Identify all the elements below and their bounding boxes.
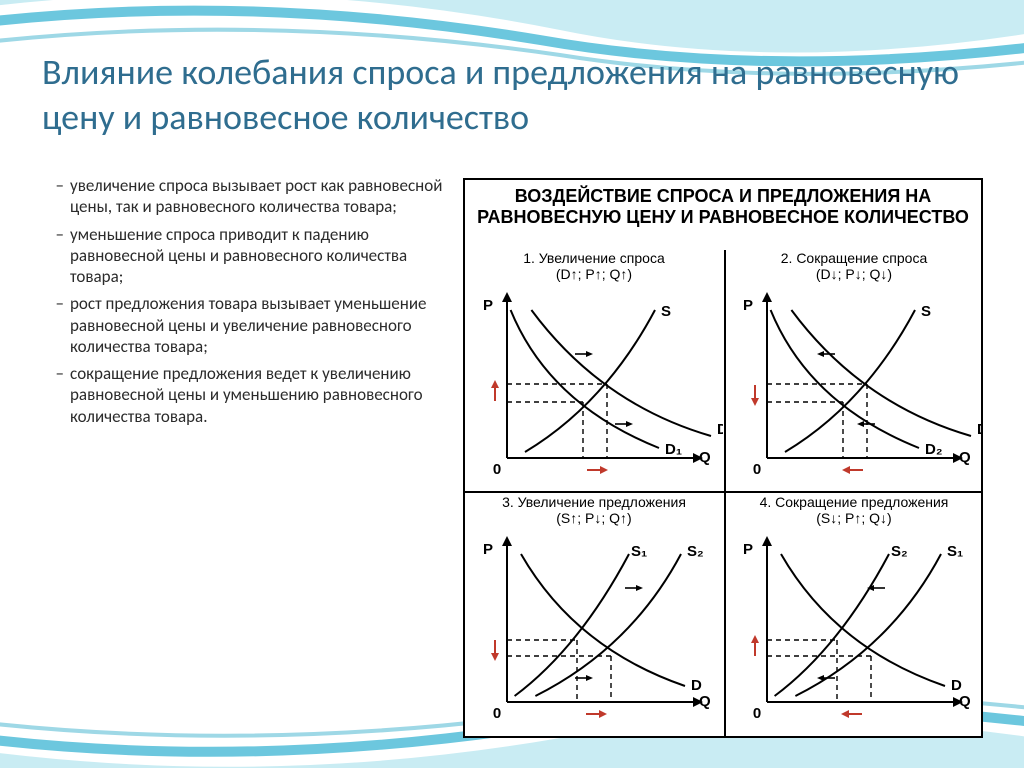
svg-text:P: P — [743, 297, 753, 314]
svg-text:D: D — [691, 677, 702, 694]
svg-text:S₁: S₁ — [631, 543, 647, 560]
svg-text:S: S — [661, 303, 671, 320]
list-item: –сокращение предложения ведет к увеличен… — [48, 363, 443, 427]
svg-text:P: P — [743, 541, 753, 558]
svg-text:0: 0 — [753, 461, 761, 478]
chart-subcaption: (S↑; P↓; Q↑) — [465, 510, 723, 526]
bullet-text: сокращение предложения ведет к увеличени… — [70, 363, 443, 427]
svg-text:Q: Q — [959, 449, 971, 466]
svg-text:Q: Q — [699, 693, 711, 710]
chart-4-svg: P Q 0 D S₂ S₁ — [725, 528, 983, 734]
bullet-text: увеличение спроса вызывает рост как равн… — [70, 175, 443, 218]
chart-caption: 2. Сокращение спроса — [725, 250, 983, 266]
chart-subcaption: (D↑; P↑; Q↑) — [465, 266, 723, 282]
chart-1-svg: P Q 0 S D₂ D₁ — [465, 284, 723, 490]
chart-3-svg: P Q 0 D S₁ S₂ — [465, 528, 723, 734]
list-item: –увеличение спроса вызывает рост как рав… — [48, 175, 443, 218]
svg-text:P: P — [483, 297, 493, 314]
svg-text:D₂: D₂ — [717, 421, 723, 438]
chart-subcaption: (D↓; P↓; Q↓) — [725, 266, 983, 282]
panel-title: ВОЗДЕЙСТВИЕ СПРОСА И ПРЕДЛОЖЕНИЯ НА РАВН… — [465, 186, 981, 227]
svg-text:S: S — [921, 303, 931, 320]
chart-caption: 4. Сокращение предложения — [725, 494, 983, 510]
slide-title: Влияние колебания спроса и предложения н… — [42, 50, 982, 140]
svg-text:0: 0 — [493, 705, 501, 722]
chart-subcaption: (S↓; P↑; Q↓) — [725, 510, 983, 526]
chart-caption: 3. Увеличение предложения — [465, 494, 723, 510]
chart-cell-4: 4. Сокращение предложения (S↓; P↑; Q↓) P… — [725, 494, 983, 734]
slide: Влияние колебания спроса и предложения н… — [0, 0, 1024, 768]
svg-text:P: P — [483, 541, 493, 558]
chart-cell-2: 2. Сокращение спроса (D↓; P↓; Q↓) P Q 0 S D₁… — [725, 250, 983, 490]
chart-2-svg: P Q 0 S D₁ D₂ — [725, 284, 983, 490]
panel-horizontal-divider — [465, 491, 983, 493]
chart-cell-1: 1. Увеличение спроса (D↑; P↑; Q↑) P Q 0 S D₂… — [465, 250, 723, 490]
bullet-text: уменьшение спроса приводит к падению рав… — [70, 224, 443, 288]
bullet-text: рост предложения товара вызывает уменьше… — [70, 293, 443, 357]
svg-text:D: D — [951, 677, 962, 694]
list-item: –рост предложения товара вызывает уменьш… — [48, 293, 443, 357]
chart-cell-3: 3. Увеличение предложения (S↑; P↓; Q↑) P… — [465, 494, 723, 734]
svg-text:D₁: D₁ — [665, 441, 682, 458]
svg-text:Q: Q — [699, 449, 711, 466]
svg-text:0: 0 — [753, 705, 761, 722]
chart-caption: 1. Увеличение спроса — [465, 250, 723, 266]
svg-text:D₂: D₂ — [925, 441, 943, 458]
svg-text:S₂: S₂ — [687, 543, 704, 560]
list-item: –уменьшение спроса приводит к падению ра… — [48, 224, 443, 288]
svg-text:D₁: D₁ — [977, 421, 983, 438]
charts-panel: ВОЗДЕЙСТВИЕ СПРОСА И ПРЕДЛОЖЕНИЯ НА РАВН… — [463, 178, 983, 738]
svg-text:S₁: S₁ — [947, 543, 963, 560]
svg-text:S₂: S₂ — [891, 543, 908, 560]
bullet-list: –увеличение спроса вызывает рост как рав… — [48, 175, 443, 433]
svg-text:0: 0 — [493, 461, 501, 478]
svg-text:Q: Q — [959, 693, 971, 710]
